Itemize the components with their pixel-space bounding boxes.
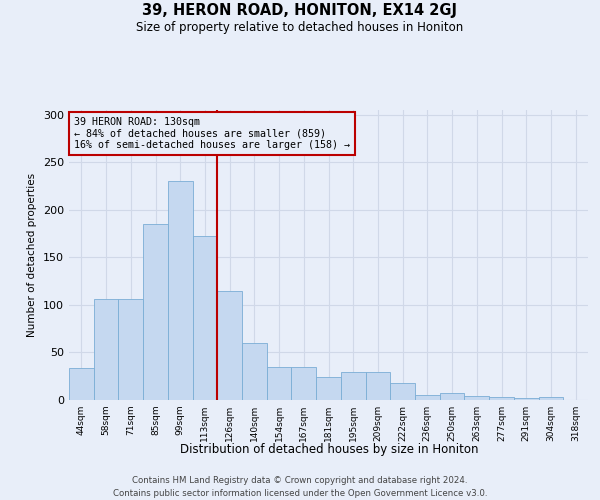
Bar xyxy=(489,397,514,400)
Bar xyxy=(292,366,316,400)
Bar xyxy=(168,182,193,400)
Text: Size of property relative to detached houses in Honiton: Size of property relative to detached ho… xyxy=(136,21,464,34)
Bar xyxy=(217,290,242,400)
Bar xyxy=(193,236,217,400)
Y-axis label: Number of detached properties: Number of detached properties xyxy=(28,173,37,337)
Bar xyxy=(390,383,415,400)
Bar xyxy=(118,299,143,400)
Bar xyxy=(365,372,390,400)
Bar xyxy=(440,394,464,400)
Bar xyxy=(242,343,267,400)
Bar xyxy=(514,398,539,400)
Bar xyxy=(267,366,292,400)
Bar xyxy=(539,397,563,400)
Bar xyxy=(415,395,440,400)
Bar xyxy=(94,299,118,400)
Bar xyxy=(69,368,94,400)
Text: 39, HERON ROAD, HONITON, EX14 2GJ: 39, HERON ROAD, HONITON, EX14 2GJ xyxy=(143,2,458,18)
Text: Distribution of detached houses by size in Honiton: Distribution of detached houses by size … xyxy=(179,442,478,456)
Bar xyxy=(341,372,365,400)
Bar xyxy=(316,377,341,400)
Text: Contains public sector information licensed under the Open Government Licence v3: Contains public sector information licen… xyxy=(113,489,487,498)
Bar xyxy=(464,396,489,400)
Bar xyxy=(143,224,168,400)
Text: 39 HERON ROAD: 130sqm
← 84% of detached houses are smaller (859)
16% of semi-det: 39 HERON ROAD: 130sqm ← 84% of detached … xyxy=(74,116,350,150)
Text: Contains HM Land Registry data © Crown copyright and database right 2024.: Contains HM Land Registry data © Crown c… xyxy=(132,476,468,485)
